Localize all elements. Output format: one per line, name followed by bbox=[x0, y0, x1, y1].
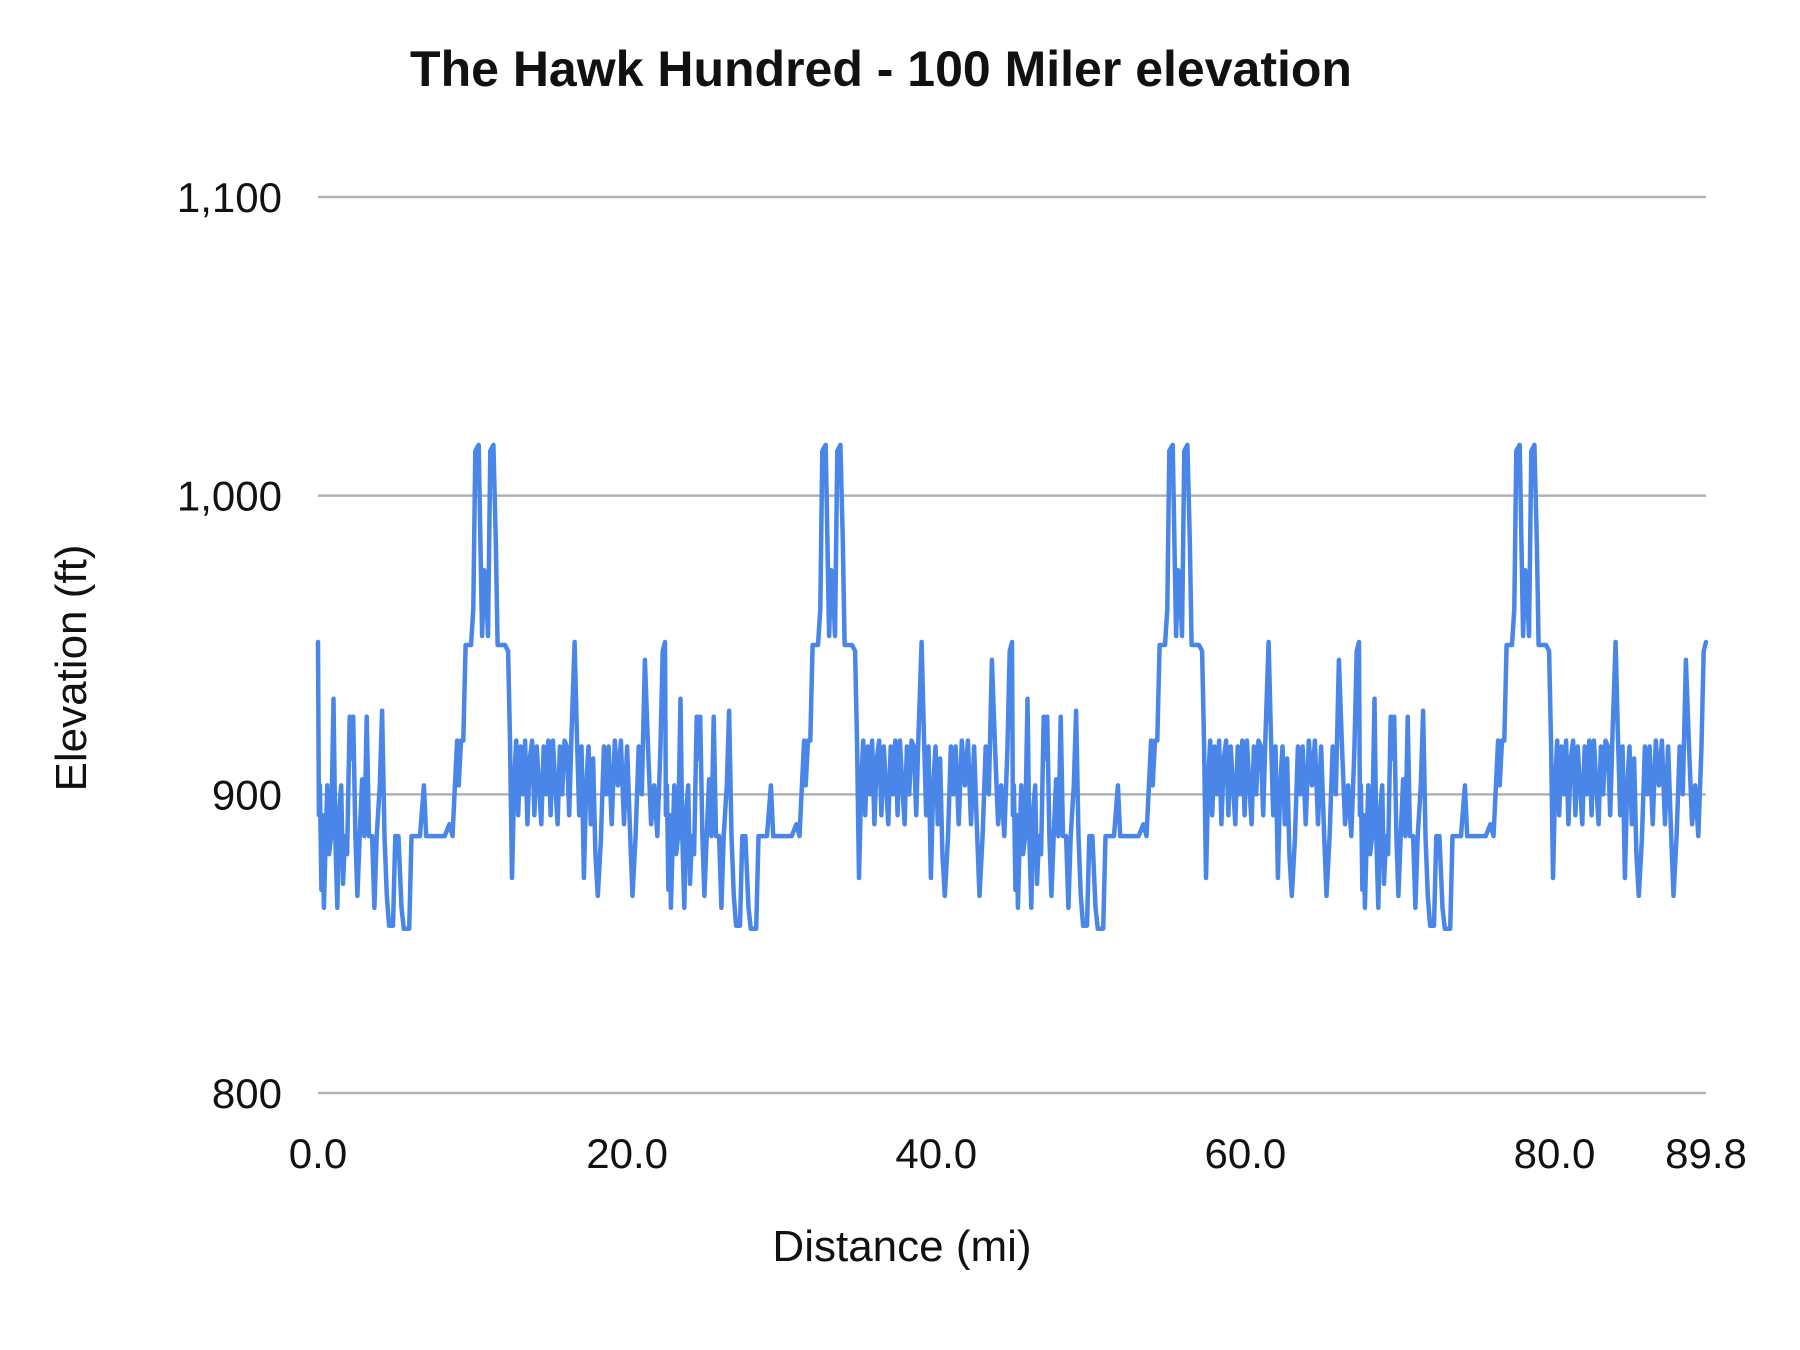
y-tick-label: 900 bbox=[212, 771, 282, 818]
x-tick-label: 0.0 bbox=[289, 1130, 347, 1177]
elevation-line bbox=[315, 442, 1709, 931]
gridlines bbox=[318, 195, 1706, 1095]
x-tick-label: 40.0 bbox=[895, 1130, 977, 1177]
y-tick-label: 800 bbox=[212, 1070, 282, 1117]
x-tick-label: 60.0 bbox=[1205, 1130, 1287, 1177]
chart-title: The Hawk Hundred - 100 Miler elevation bbox=[410, 41, 1352, 97]
x-axis-title: Distance (mi) bbox=[772, 1222, 1032, 1271]
x-tick-label: 89.8 bbox=[1665, 1130, 1747, 1177]
x-tick-label: 80.0 bbox=[1514, 1130, 1596, 1177]
y-tick-label: 1,100 bbox=[177, 174, 282, 221]
y-axis-tick-labels: 800 900 1,000 1,100 bbox=[177, 174, 282, 1117]
x-tick-label: 20.0 bbox=[586, 1130, 668, 1177]
x-axis-tick-labels: 0.0 20.0 40.0 60.0 80.0 89.8 bbox=[289, 1130, 1747, 1177]
y-tick-label: 1,000 bbox=[177, 473, 282, 520]
